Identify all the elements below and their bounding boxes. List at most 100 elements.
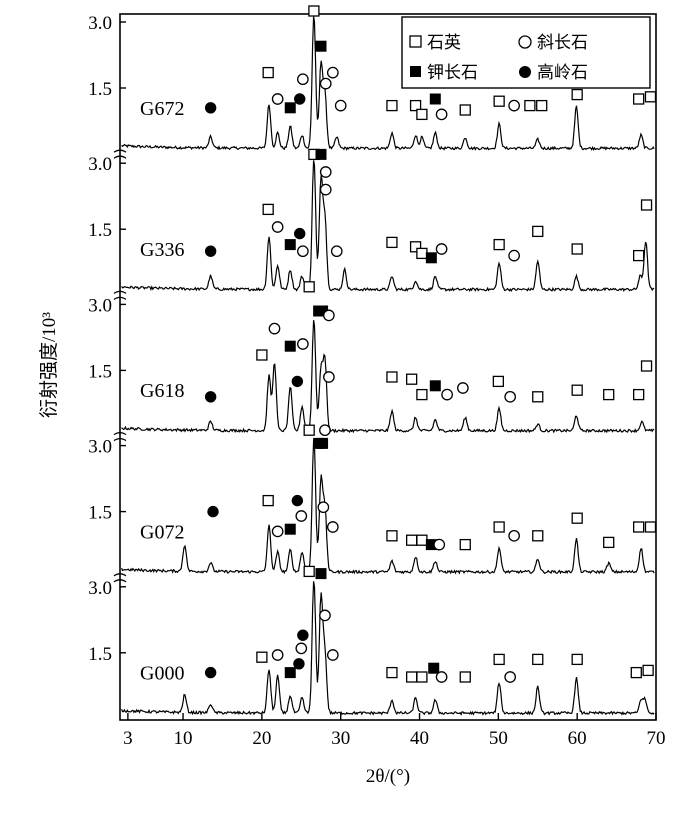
marker-plagioclase: [326, 521, 339, 533]
xrd-pattern-G618: [121, 320, 655, 434]
marker-quartz: [571, 384, 583, 396]
y-tick-label: 1.5: [88, 503, 112, 524]
legend-marker-plagioclase: [518, 35, 532, 49]
panels: 1.5 3.0 G672 1.5 3.0 G336 1.5 3.0 G618 1.5 3.0 G072…: [88, 5, 657, 716]
y-tick-label: 3.0: [88, 295, 112, 316]
x-tick-label: 50: [489, 728, 508, 749]
marker-quartz: [532, 530, 544, 542]
marker-quartz: [633, 93, 645, 105]
marker-quartz: [416, 534, 428, 546]
marker-plagioclase: [334, 99, 347, 112]
marker-quartz: [386, 99, 398, 112]
panel-G336: 1.5 3.0 G336: [88, 148, 655, 292]
marker-plagioclase: [297, 73, 309, 86]
marker-quartz: [524, 99, 536, 112]
marker-plagioclase: [319, 424, 331, 437]
marker-quartz: [262, 66, 274, 79]
legend-label-quartz: 石英: [427, 33, 461, 53]
marker-plagioclase: [504, 671, 517, 683]
marker-quartz: [633, 249, 645, 262]
y-tick-label: 1.5: [88, 220, 112, 241]
marker-quartz: [262, 203, 274, 216]
sample-label: G672: [140, 98, 184, 120]
marker-kfeldspar: [429, 93, 441, 105]
marker-kfeldspar: [315, 148, 327, 160]
marker-kfeldspar: [425, 252, 437, 264]
marker-quartz: [459, 538, 471, 551]
legend-label-kfeldspar: 钾长石: [427, 63, 478, 83]
marker-kaolinite: [204, 666, 217, 679]
marker-quartz: [493, 238, 505, 251]
marker-quartz: [603, 536, 615, 549]
marker-kfeldspar: [428, 662, 440, 674]
x-tick-label: 60: [568, 728, 587, 749]
marker-kfeldspar: [284, 340, 296, 352]
marker-plagioclase: [508, 529, 520, 542]
x-axis-title: 2θ/(°): [366, 766, 410, 787]
marker-plagioclase: [271, 93, 284, 105]
marker-quartz: [640, 199, 653, 211]
marker-quartz: [633, 388, 645, 401]
marker-kaolinite: [294, 227, 306, 240]
legend-marker-kaolinite: [519, 66, 531, 78]
x-tick-label: 30: [331, 728, 350, 749]
marker-kaolinite: [293, 658, 305, 670]
marker-plagioclase: [504, 390, 517, 403]
marker-plagioclase: [323, 371, 335, 383]
panel-G072: 1.5 3.0 G072: [88, 424, 657, 575]
marker-quartz: [642, 664, 654, 677]
marker-kfeldspar: [284, 523, 296, 535]
marker-quartz: [532, 391, 544, 403]
marker-quartz: [405, 373, 418, 385]
marker-quartz: [493, 653, 505, 666]
marker-quartz: [405, 534, 418, 546]
x-tick-label: 20: [252, 728, 271, 749]
marker-plagioclase: [271, 221, 284, 233]
marker-plagioclase: [317, 501, 330, 514]
xrd-pattern-G072: [121, 440, 655, 575]
axis-break: [113, 290, 127, 300]
panel-G618: 1.5 3.0 G618: [88, 281, 655, 434]
axis-break: [113, 149, 127, 159]
marker-quartz: [644, 521, 657, 533]
marker-quartz: [493, 95, 505, 107]
marker-plagioclase: [319, 166, 332, 178]
y-tick-label: 3.0: [88, 154, 112, 175]
marker-plagioclase: [268, 322, 281, 335]
marker-quartz: [303, 281, 315, 293]
marker-kfeldspar: [315, 40, 327, 52]
marker-quartz: [571, 512, 583, 524]
marker-kfeldspar: [284, 102, 296, 114]
sample-label: G336: [140, 239, 184, 261]
sample-label: G072: [140, 521, 184, 543]
y-tick-label: 3.0: [88, 13, 112, 34]
legend-label-kaolinite: 高岭石: [537, 63, 588, 83]
marker-plagioclase: [330, 245, 343, 258]
marker-quartz: [630, 666, 642, 679]
marker-kfeldspar: [284, 667, 296, 679]
marker-quartz: [416, 108, 428, 121]
marker-quartz: [492, 375, 505, 388]
marker-quartz: [571, 88, 583, 101]
marker-plagioclase: [435, 108, 448, 121]
marker-plagioclase: [433, 538, 446, 551]
marker-quartz: [571, 653, 583, 666]
xrd-pattern-G672: [121, 16, 655, 151]
marker-plagioclase: [319, 183, 332, 196]
marker-quartz: [303, 565, 315, 578]
marker-quartz: [633, 521, 645, 533]
marker-quartz: [256, 651, 268, 663]
sample-label: G618: [140, 380, 184, 402]
xrd-pattern-G336: [121, 160, 655, 292]
marker-quartz: [416, 247, 428, 260]
marker-kaolinite: [204, 245, 217, 257]
marker-plagioclase: [319, 609, 331, 622]
marker-kaolinite: [294, 93, 306, 105]
marker-quartz: [256, 349, 268, 361]
marker-kfeldspar: [429, 380, 441, 392]
marker-kfeldspar: [317, 437, 329, 449]
axis-break: [113, 431, 127, 442]
marker-quartz: [459, 104, 471, 116]
marker-quartz: [409, 241, 422, 253]
marker-quartz: [386, 666, 398, 679]
